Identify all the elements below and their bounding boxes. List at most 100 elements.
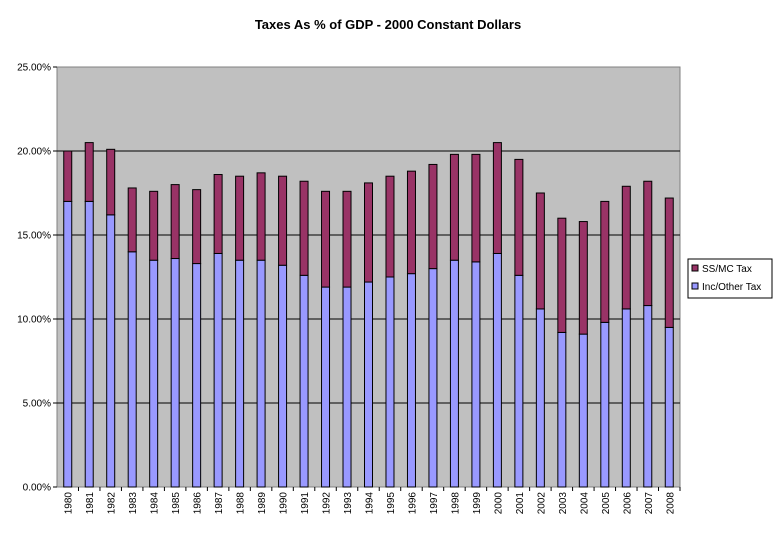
x-tick-label: 1999: [472, 492, 483, 515]
x-tick-label: 1996: [407, 492, 418, 515]
bar-inc-other-1981: [84, 200, 94, 488]
bar-ss-mc-2001: [514, 158, 524, 276]
x-tick-label: 2008: [665, 492, 676, 515]
x-tick-label: 1992: [322, 492, 333, 515]
legend: SS/MC Tax Inc/Other Tax: [687, 258, 773, 299]
bar-inc-other-1998: [449, 259, 459, 488]
x-tick-label: 1987: [214, 492, 225, 515]
x-tick-label: 2006: [622, 492, 633, 515]
x-tick-label: 1995: [386, 492, 397, 515]
bar-ss-mc-1998: [449, 153, 459, 261]
x-tick-label: 2005: [601, 492, 612, 515]
x-tick-label: 1986: [193, 492, 204, 515]
legend-swatch-ss: [691, 264, 699, 272]
bar-ss-mc-2005: [600, 200, 610, 323]
bar-ss-mc-1981: [84, 142, 94, 202]
legend-label-inc: Inc/Other Tax: [702, 282, 761, 293]
legend-swatch-inc: [691, 282, 699, 290]
bar-inc-other-2007: [643, 305, 653, 488]
bar-ss-mc-1985: [170, 184, 180, 260]
bar-inc-other-1999: [471, 261, 481, 488]
bar-ss-mc-2006: [621, 185, 631, 310]
legend-box: [687, 258, 773, 299]
x-tick-label: 1990: [279, 492, 290, 515]
x-tick-label: 2001: [515, 492, 526, 515]
bar-inc-other-1993: [342, 286, 352, 488]
bar-ss-mc-1990: [278, 175, 288, 266]
bar-inc-other-2006: [621, 308, 631, 488]
bar-ss-mc-1983: [127, 187, 137, 253]
y-tick-label: 20.00%: [17, 147, 51, 158]
bar-ss-mc-1980: [63, 150, 73, 202]
bar-inc-other-1987: [213, 252, 223, 488]
bar-inc-other-1985: [170, 258, 180, 488]
legend-label-ss: SS/MC Tax: [702, 264, 752, 275]
bar-ss-mc-1995: [385, 175, 395, 278]
bar-ss-mc-1987: [213, 174, 223, 254]
x-tick-label: 1981: [85, 492, 96, 515]
bar-inc-other-1980: [63, 200, 73, 488]
bar-inc-other-2000: [492, 252, 502, 488]
bar-ss-mc-2002: [535, 192, 545, 310]
x-tick-label: 1984: [150, 492, 161, 515]
bar-ss-mc-1992: [321, 190, 331, 288]
bar-inc-other-1988: [235, 259, 245, 488]
bar-inc-other-1992: [321, 286, 331, 488]
chart-title: Taxes As % of GDP - 2000 Constant Dollar…: [255, 17, 521, 32]
bar-inc-other-1994: [364, 281, 373, 488]
bar-ss-mc-1994: [364, 182, 373, 283]
bar-inc-other-1984: [149, 259, 159, 488]
bar-inc-other-1989: [256, 259, 266, 488]
x-tick-label: 2000: [493, 492, 504, 515]
bar-ss-mc-1997: [428, 163, 438, 270]
bar-ss-mc-1982: [106, 148, 116, 216]
x-tick-label: 1998: [450, 492, 461, 515]
x-tick-label: 1991: [300, 492, 311, 515]
bar-inc-other-1990: [278, 264, 288, 488]
bar-ss-mc-1999: [471, 153, 481, 263]
y-tick-label: 5.00%: [23, 399, 51, 410]
bar-ss-mc-1986: [192, 189, 202, 265]
bar-ss-mc-2003: [557, 217, 567, 333]
bar-ss-mc-2008: [664, 197, 674, 328]
y-tick-label: 15.00%: [17, 231, 51, 242]
bar-ss-mc-2007: [643, 180, 653, 307]
bar-inc-other-2005: [600, 321, 610, 488]
bar-inc-other-1996: [406, 273, 416, 488]
bar-inc-other-1995: [385, 276, 395, 488]
x-tick-label: 1989: [257, 492, 268, 515]
bar-ss-mc-2004: [578, 221, 588, 335]
x-tick-label: 1983: [128, 492, 139, 515]
x-tick-label: 2007: [644, 492, 655, 515]
bar-inc-other-1991: [299, 274, 309, 488]
bar-inc-other-2003: [557, 331, 567, 488]
x-tick-label: 1988: [236, 492, 247, 515]
bar-ss-mc-2000: [492, 142, 502, 254]
x-tick-label: 1982: [107, 492, 118, 515]
bar-inc-other-1986: [192, 263, 202, 488]
bar-inc-other-1982: [106, 214, 116, 488]
bar-ss-mc-1996: [406, 170, 416, 275]
x-tick-label: 1985: [171, 492, 182, 515]
bar-ss-mc-1991: [299, 180, 309, 276]
x-tick-label: 1994: [365, 492, 376, 515]
y-tick-label: 10.00%: [17, 315, 51, 326]
bar-inc-other-1983: [127, 251, 137, 488]
bar-ss-mc-1989: [256, 172, 266, 261]
x-tick-label: 1997: [429, 492, 440, 515]
bar-inc-other-2001: [514, 274, 524, 488]
bar-inc-other-2004: [578, 333, 588, 488]
x-tick-label: 2002: [536, 492, 547, 515]
x-tick-label: 1980: [64, 492, 75, 515]
bar-inc-other-2008: [664, 326, 674, 488]
bar-inc-other-2002: [535, 308, 545, 488]
bar-ss-mc-1993: [342, 190, 352, 288]
y-tick-label: 0.00%: [23, 483, 51, 494]
x-tick-label: 2003: [558, 492, 569, 515]
y-tick-label: 25.00%: [17, 63, 51, 74]
bar-ss-mc-1988: [235, 175, 245, 261]
x-tick-label: 2004: [579, 492, 590, 515]
bar-ss-mc-1984: [149, 190, 159, 261]
